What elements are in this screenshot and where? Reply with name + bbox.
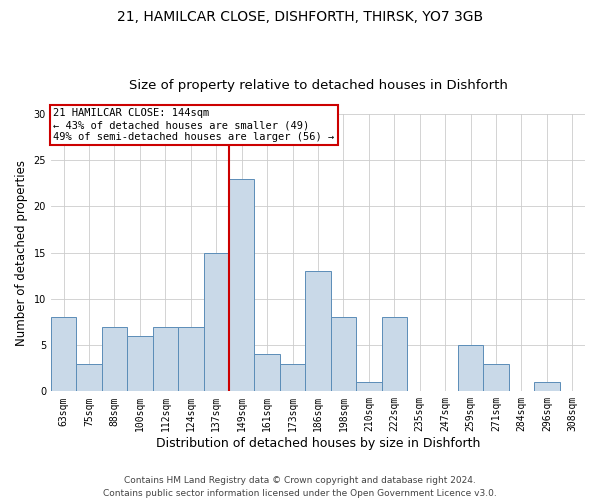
- Bar: [382, 318, 407, 392]
- Bar: [178, 326, 203, 392]
- Text: Contains HM Land Registry data © Crown copyright and database right 2024.
Contai: Contains HM Land Registry data © Crown c…: [103, 476, 497, 498]
- Text: 21 HAMILCAR CLOSE: 144sqm
← 43% of detached houses are smaller (49)
49% of semi-: 21 HAMILCAR CLOSE: 144sqm ← 43% of detac…: [53, 108, 335, 142]
- Bar: [203, 252, 229, 392]
- X-axis label: Distribution of detached houses by size in Dishforth: Distribution of detached houses by size …: [156, 437, 480, 450]
- Bar: [76, 364, 102, 392]
- Bar: [483, 364, 509, 392]
- Bar: [280, 364, 305, 392]
- Bar: [127, 336, 152, 392]
- Bar: [152, 326, 178, 392]
- Bar: [102, 326, 127, 392]
- Y-axis label: Number of detached properties: Number of detached properties: [15, 160, 28, 346]
- Bar: [229, 178, 254, 392]
- Bar: [356, 382, 382, 392]
- Bar: [51, 318, 76, 392]
- Bar: [305, 271, 331, 392]
- Bar: [458, 345, 483, 392]
- Bar: [254, 354, 280, 392]
- Bar: [534, 382, 560, 392]
- Title: Size of property relative to detached houses in Dishforth: Size of property relative to detached ho…: [128, 79, 508, 92]
- Bar: [331, 318, 356, 392]
- Text: 21, HAMILCAR CLOSE, DISHFORTH, THIRSK, YO7 3GB: 21, HAMILCAR CLOSE, DISHFORTH, THIRSK, Y…: [117, 10, 483, 24]
